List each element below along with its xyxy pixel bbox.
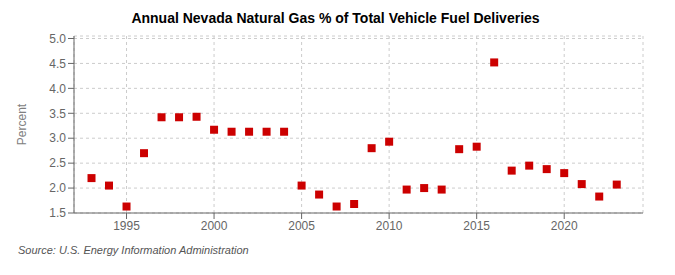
svg-text:4.5: 4.5 xyxy=(49,57,66,71)
svg-text:1995: 1995 xyxy=(113,219,140,233)
svg-text:4.0: 4.0 xyxy=(49,82,66,96)
html-text:Annual Nevada Natural Gas % of: Annual Nevada Natural Gas % of Total Veh… xyxy=(131,10,540,26)
svg-text:Percent: Percent xyxy=(15,103,29,145)
svg-text:3.0: 3.0 xyxy=(49,131,66,145)
svg-text:2000: 2000 xyxy=(201,219,228,233)
html-text:Source: U.S. Energy Informatio: Source: U.S. Energy Information Administ… xyxy=(18,244,249,256)
svg-text:1.5: 1.5 xyxy=(49,206,66,220)
svg-text:2.5: 2.5 xyxy=(49,156,66,170)
svg-text:3.5: 3.5 xyxy=(49,107,66,121)
svg-text:2005: 2005 xyxy=(288,219,315,233)
svg-text:2020: 2020 xyxy=(551,219,578,233)
svg-text:2015: 2015 xyxy=(463,219,490,233)
svg-text:2.0: 2.0 xyxy=(49,181,66,195)
svg-text:5.0: 5.0 xyxy=(49,32,66,46)
svg-text:2010: 2010 xyxy=(376,219,403,233)
